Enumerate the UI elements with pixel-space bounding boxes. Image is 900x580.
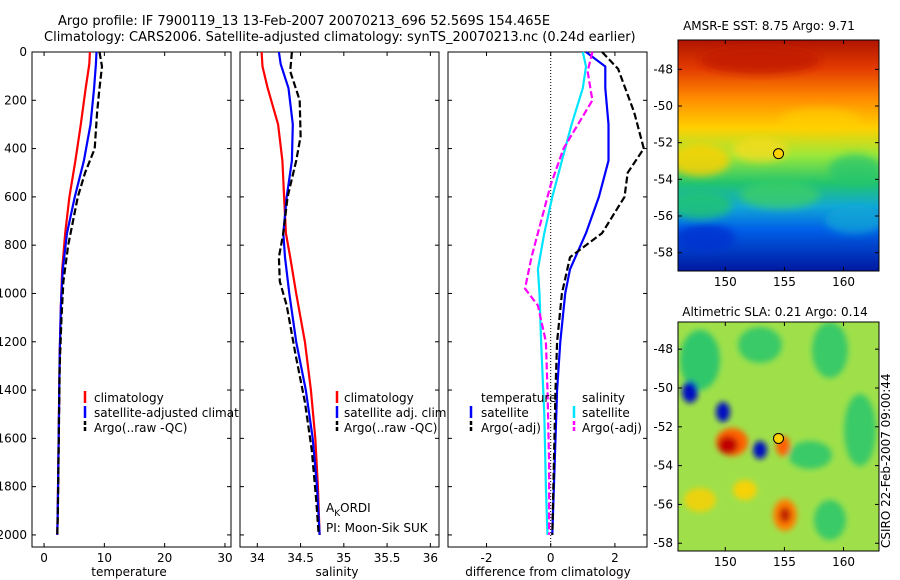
y-tick-label: 1000 [0,286,27,300]
legend-heading-temperature: temperature [481,391,556,405]
series-line-temperature-argo-adj- [551,51,645,535]
y-tick-label: -54 [653,459,673,473]
institution-rest: ORDI [340,501,371,515]
legend-label-satellite: satellite adj. clim. [344,406,450,420]
legend-label-temp-satellite: satellite [481,406,529,420]
difference-plot-frame [447,51,648,548]
institution-subscript: K [334,509,341,519]
series-line-salinity-satellite [536,51,588,535]
sla-map-frame [677,321,880,552]
temperature-legend: climatology satellite-adjusted climatolo… [83,391,272,435]
legend-label-argo: Argo(..raw -QC) [94,421,187,435]
legend-label-sal-satellite: satellite [582,406,630,420]
series-line-climatology [260,51,321,535]
credit-label: CSIRO 22-Feb-2007 09:00:44 [879,373,893,548]
temperature-axis-label: temperature [91,565,166,579]
y-tick-label: -58 [653,536,673,550]
difference-panel: -2 0 2 temperature satellite Argo(-adj) sa… [447,51,648,579]
x-tick-label: 34 [250,551,265,565]
legend-label-argo: Argo(..raw -QC) [344,421,437,435]
institution-label: AKORDI [326,501,371,519]
figure-title-line1: Argo profile: IF 7900119_13 13-Feb-2007 … [58,14,551,29]
sst-map-frame [677,39,880,272]
sst-map-panel: AMSR-E SST: 8.75 Argo: 9.71 150 155 160 -48… [653,19,880,289]
legend-heading-salinity: salinity [582,391,625,405]
x-tick-label: 160 [832,555,855,569]
x-tick-label: 0 [40,551,48,565]
salinity-panel: 34 34.5 35 35.5 36 climatology satellite adj… [239,51,450,579]
y-tick-label: 2000 [0,528,27,542]
legend-label-climatology: climatology [94,391,164,405]
y-tick-label: 400 [4,142,27,156]
y-tick-label: 0 [19,45,27,59]
x-tick-label: 160 [832,275,855,289]
temperature-ticks: 0 10 20 30 0 200 400 600 800 1000 1200 1400 1600 1800… [0,45,233,565]
x-tick-label: 34.5 [287,551,314,565]
salinity-legend: climatology satellite adj. clim. Argo(..… [335,391,450,435]
y-tick-label: 200 [4,93,27,107]
sst-map-ticks: 150 155 160 -48 -50 -52 -54 -56 -58 [653,40,879,289]
sla-map-title: Altimetric SLA: 0.21 Argo: 0.14 [682,305,867,319]
y-tick-label: -52 [653,136,673,150]
temperature-lines [56,51,104,535]
difference-ticks: -2 0 2 [448,51,647,565]
x-tick-label: 0 [547,551,555,565]
sla-map-panel: Altimetric SLA: 0.21 Argo: 0.14 [653,305,880,569]
x-tick-label: 10 [97,551,112,565]
temperature-plot-frame [31,51,232,548]
pi-label: PI: Moon-Sik SUK [326,521,429,535]
legend-label-temp-argo: Argo(-adj) [481,421,541,435]
y-tick-label: -48 [653,62,673,76]
y-tick-label: 1200 [0,335,27,349]
y-tick-label: 800 [4,238,27,252]
y-tick-label: 600 [4,190,27,204]
y-tick-label: 1600 [0,431,27,445]
legend-label-sal-argo: Argo(-adj) [582,421,642,435]
salinity-axis-label: salinity [315,565,358,579]
salinity-plot-frame [239,51,440,548]
salinity-ticks: 34 34.5 35 35.5 36 [240,51,439,565]
x-tick-label: -2 [481,551,493,565]
y-tick-label: -54 [653,172,673,186]
argo-location-marker [773,148,784,160]
legend-label-satellite: satellite-adjusted climatology [94,406,272,420]
x-tick-label: 150 [714,555,737,569]
x-tick-label: 155 [773,555,796,569]
series-line-argo-raw-qc- [56,51,104,535]
x-tick-label: 30 [217,551,232,565]
y-tick-label: -56 [653,497,673,511]
sla-field [678,322,879,551]
difference-lines [523,51,645,535]
x-tick-label: 155 [773,275,796,289]
y-tick-label: -52 [653,420,673,434]
y-tick-label: -50 [653,99,673,113]
y-tick-label: -50 [653,381,673,395]
x-tick-label: 35 [336,551,351,565]
sla-map-ticks: 150 155 160 -48 -50 -52 -54 -56 -58 [653,322,879,569]
y-tick-label: -56 [653,209,673,223]
x-tick-label: 35.5 [374,551,401,565]
legend-label-climatology: climatology [344,391,414,405]
sst-map-title: AMSR-E SST: 8.75 Argo: 9.71 [683,19,855,33]
y-tick-label: 1400 [0,383,27,397]
y-tick-label: -58 [653,246,673,260]
y-tick-label: -48 [653,342,673,356]
salinity-lines [260,51,321,535]
argo-location-marker [773,432,784,444]
x-tick-label: 20 [157,551,172,565]
temperature-panel: 0 10 20 30 0 200 400 600 800 1000 1200 1400 1600 1800… [0,45,272,579]
difference-legend: temperature satellite Argo(-adj) salinit… [469,391,642,435]
figure-title-line2: Climatology: CARS2006. Satellite-adjuste… [44,30,636,45]
series-line-argo-raw-qc- [277,51,320,535]
x-tick-label: 36 [423,551,438,565]
institution-initial: A [326,501,335,515]
x-tick-label: 2 [611,551,619,565]
difference-axis-label: difference from climatology [465,565,631,579]
y-tick-label: 1800 [0,480,27,494]
series-line-satellite-adj-clim- [277,51,321,535]
x-tick-label: 150 [714,275,737,289]
